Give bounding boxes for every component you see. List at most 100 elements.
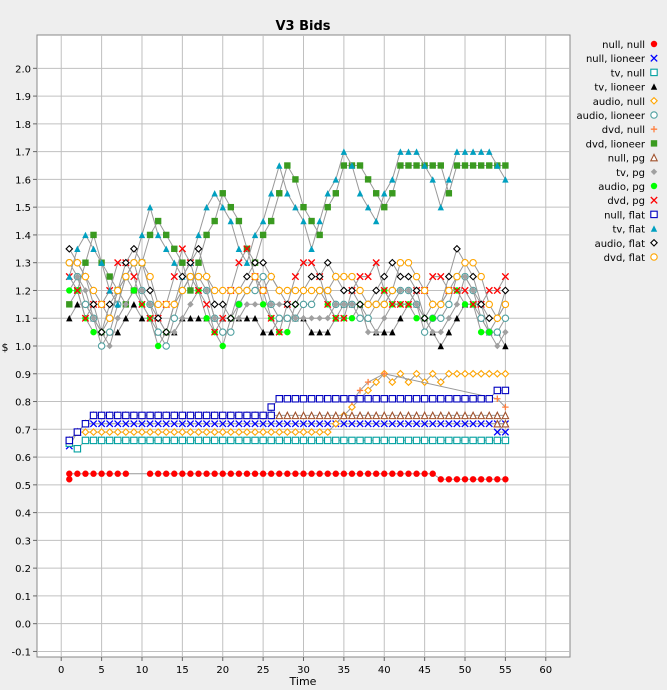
data-point <box>380 395 389 403</box>
data-point <box>187 470 194 477</box>
data-point <box>275 395 284 403</box>
data-point <box>179 259 186 266</box>
data-point <box>122 436 130 445</box>
data-point <box>453 148 461 155</box>
data-point <box>292 470 299 477</box>
y-tick-label: 1.2 <box>15 286 31 297</box>
data-point <box>331 410 340 420</box>
data-point <box>356 470 364 477</box>
data-point <box>372 286 381 295</box>
data-point <box>429 176 436 183</box>
data-point <box>105 428 114 437</box>
data-point <box>259 428 268 437</box>
data-point <box>66 273 73 280</box>
data-point <box>315 272 324 281</box>
data-point <box>493 419 502 428</box>
data-point <box>81 419 90 428</box>
data-point <box>299 259 308 267</box>
data-point <box>259 420 267 428</box>
data-point <box>469 300 477 309</box>
data-point <box>114 286 122 295</box>
data-point <box>162 328 171 337</box>
data-point <box>372 410 381 420</box>
legend-label: dvd, pg <box>607 196 645 207</box>
data-point <box>194 420 203 428</box>
data-point <box>420 328 429 336</box>
data-point <box>372 190 380 197</box>
data-point <box>355 410 365 420</box>
data-point <box>138 231 146 239</box>
data-point <box>130 258 138 267</box>
data-point <box>389 328 396 336</box>
data-point <box>437 203 444 211</box>
data-point <box>413 470 420 477</box>
data-point <box>65 436 74 445</box>
data-point <box>348 301 356 308</box>
data-point <box>389 470 396 477</box>
data-point <box>493 314 502 322</box>
data-point <box>267 272 275 281</box>
x-axis-label: Time <box>289 675 317 688</box>
data-point <box>251 420 259 428</box>
y-tick-label: 0.5 <box>15 481 31 492</box>
data-point <box>194 272 203 281</box>
legend: null, null null, lioneer tv, null tv, lione… <box>577 40 659 264</box>
data-point <box>171 259 178 266</box>
data-point <box>138 436 146 445</box>
data-point <box>259 411 267 420</box>
data-point <box>397 287 404 294</box>
data-point <box>307 436 316 445</box>
data-point <box>97 420 106 428</box>
legend-marker <box>650 83 658 90</box>
data-point <box>477 148 485 155</box>
data-point <box>66 315 73 322</box>
data-point <box>323 436 332 445</box>
data-point <box>437 395 445 403</box>
data-point <box>259 301 267 308</box>
y-tick-label: 0.6 <box>15 453 31 464</box>
data-point <box>372 436 380 445</box>
data-point <box>299 395 308 403</box>
data-point <box>380 436 389 445</box>
data-point <box>113 428 122 437</box>
data-point <box>291 395 300 403</box>
data-point <box>284 190 291 197</box>
data-point <box>178 245 187 253</box>
data-point <box>179 470 186 477</box>
legend-label: dvd, flat <box>604 253 645 264</box>
data-point <box>356 436 364 445</box>
data-point <box>396 410 405 420</box>
data-point <box>364 203 372 211</box>
data-point <box>227 436 235 445</box>
data-point <box>163 470 170 477</box>
x-tick-label: 0 <box>58 665 64 676</box>
data-point <box>452 244 461 253</box>
data-point <box>299 420 308 428</box>
data-point <box>105 300 114 309</box>
data-point <box>267 470 275 477</box>
data-point <box>396 258 405 267</box>
y-ticks: -0.1 0.0 0.1 0.2 0.3 0.4 0.5 0.6 0.7 0.8 0.9 1.0 1.1… <box>11 64 37 658</box>
data-point <box>243 420 251 428</box>
data-point <box>429 162 436 169</box>
data-point <box>162 411 170 420</box>
data-point <box>348 162 356 169</box>
data-point <box>235 470 243 477</box>
data-point <box>243 470 251 477</box>
data-point <box>97 411 106 420</box>
y-tick-label: 0.8 <box>15 398 31 409</box>
data-point <box>211 190 218 197</box>
data-point <box>154 300 162 309</box>
data-point <box>146 470 154 477</box>
x-tick-label: 15 <box>176 665 189 676</box>
data-point <box>388 410 397 420</box>
data-point <box>502 176 509 183</box>
data-point <box>428 395 437 403</box>
legend-marker <box>650 168 658 175</box>
data-point <box>267 328 275 336</box>
data-point <box>493 410 502 420</box>
legend-marker <box>650 238 658 247</box>
data-point <box>477 436 485 445</box>
data-point <box>299 436 308 445</box>
data-point <box>445 315 453 322</box>
